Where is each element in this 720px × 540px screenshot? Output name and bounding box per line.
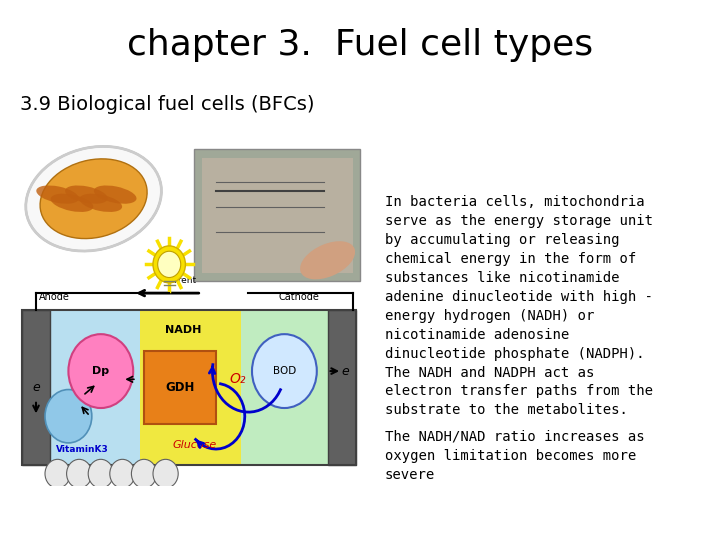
Circle shape — [153, 460, 179, 488]
Text: chapter 3.  Fuel cell types: chapter 3. Fuel cell types — [127, 28, 593, 62]
Text: In bacteria cells, mitochondria
serve as the energy storage unit
by accumulating: In bacteria cells, mitochondria serve as… — [385, 195, 653, 417]
Text: e: e — [32, 381, 40, 394]
Text: VitaminK3: VitaminK3 — [56, 444, 109, 454]
Bar — [22, 309, 50, 465]
Circle shape — [67, 460, 92, 488]
Bar — [241, 309, 328, 465]
Bar — [202, 158, 353, 273]
Ellipse shape — [65, 185, 108, 204]
Text: BOD: BOD — [273, 366, 296, 376]
Text: Anode: Anode — [39, 292, 69, 302]
Text: GDH: GDH — [166, 381, 194, 394]
Text: Cathode: Cathode — [279, 292, 319, 302]
Bar — [144, 350, 216, 424]
Circle shape — [45, 389, 92, 443]
Text: Current: Current — [163, 276, 197, 285]
Text: Glucose: Glucose — [172, 440, 217, 450]
Bar — [140, 309, 241, 465]
Circle shape — [68, 334, 133, 408]
Ellipse shape — [36, 185, 79, 204]
Ellipse shape — [94, 185, 137, 204]
Ellipse shape — [26, 146, 161, 251]
Text: NADH: NADH — [166, 325, 202, 335]
Text: e: e — [342, 364, 349, 377]
Text: 3.9 Biological fuel cells (BFCs): 3.9 Biological fuel cells (BFCs) — [20, 96, 315, 114]
Circle shape — [110, 460, 135, 488]
Circle shape — [45, 460, 71, 488]
Circle shape — [89, 460, 114, 488]
Ellipse shape — [40, 159, 147, 239]
Circle shape — [132, 460, 157, 488]
Bar — [328, 309, 356, 465]
Circle shape — [158, 251, 181, 278]
Bar — [194, 150, 360, 281]
Bar — [50, 309, 140, 465]
Text: Dp: Dp — [92, 366, 109, 376]
Circle shape — [153, 246, 186, 283]
Text: The NADH/NAD ratio increases as
oxygen limitation becomes more
severe: The NADH/NAD ratio increases as oxygen l… — [385, 430, 644, 482]
Bar — [22, 309, 356, 465]
Text: O₂: O₂ — [230, 372, 246, 386]
Circle shape — [252, 334, 317, 408]
Ellipse shape — [50, 194, 94, 212]
Ellipse shape — [79, 194, 122, 212]
Ellipse shape — [300, 241, 355, 279]
